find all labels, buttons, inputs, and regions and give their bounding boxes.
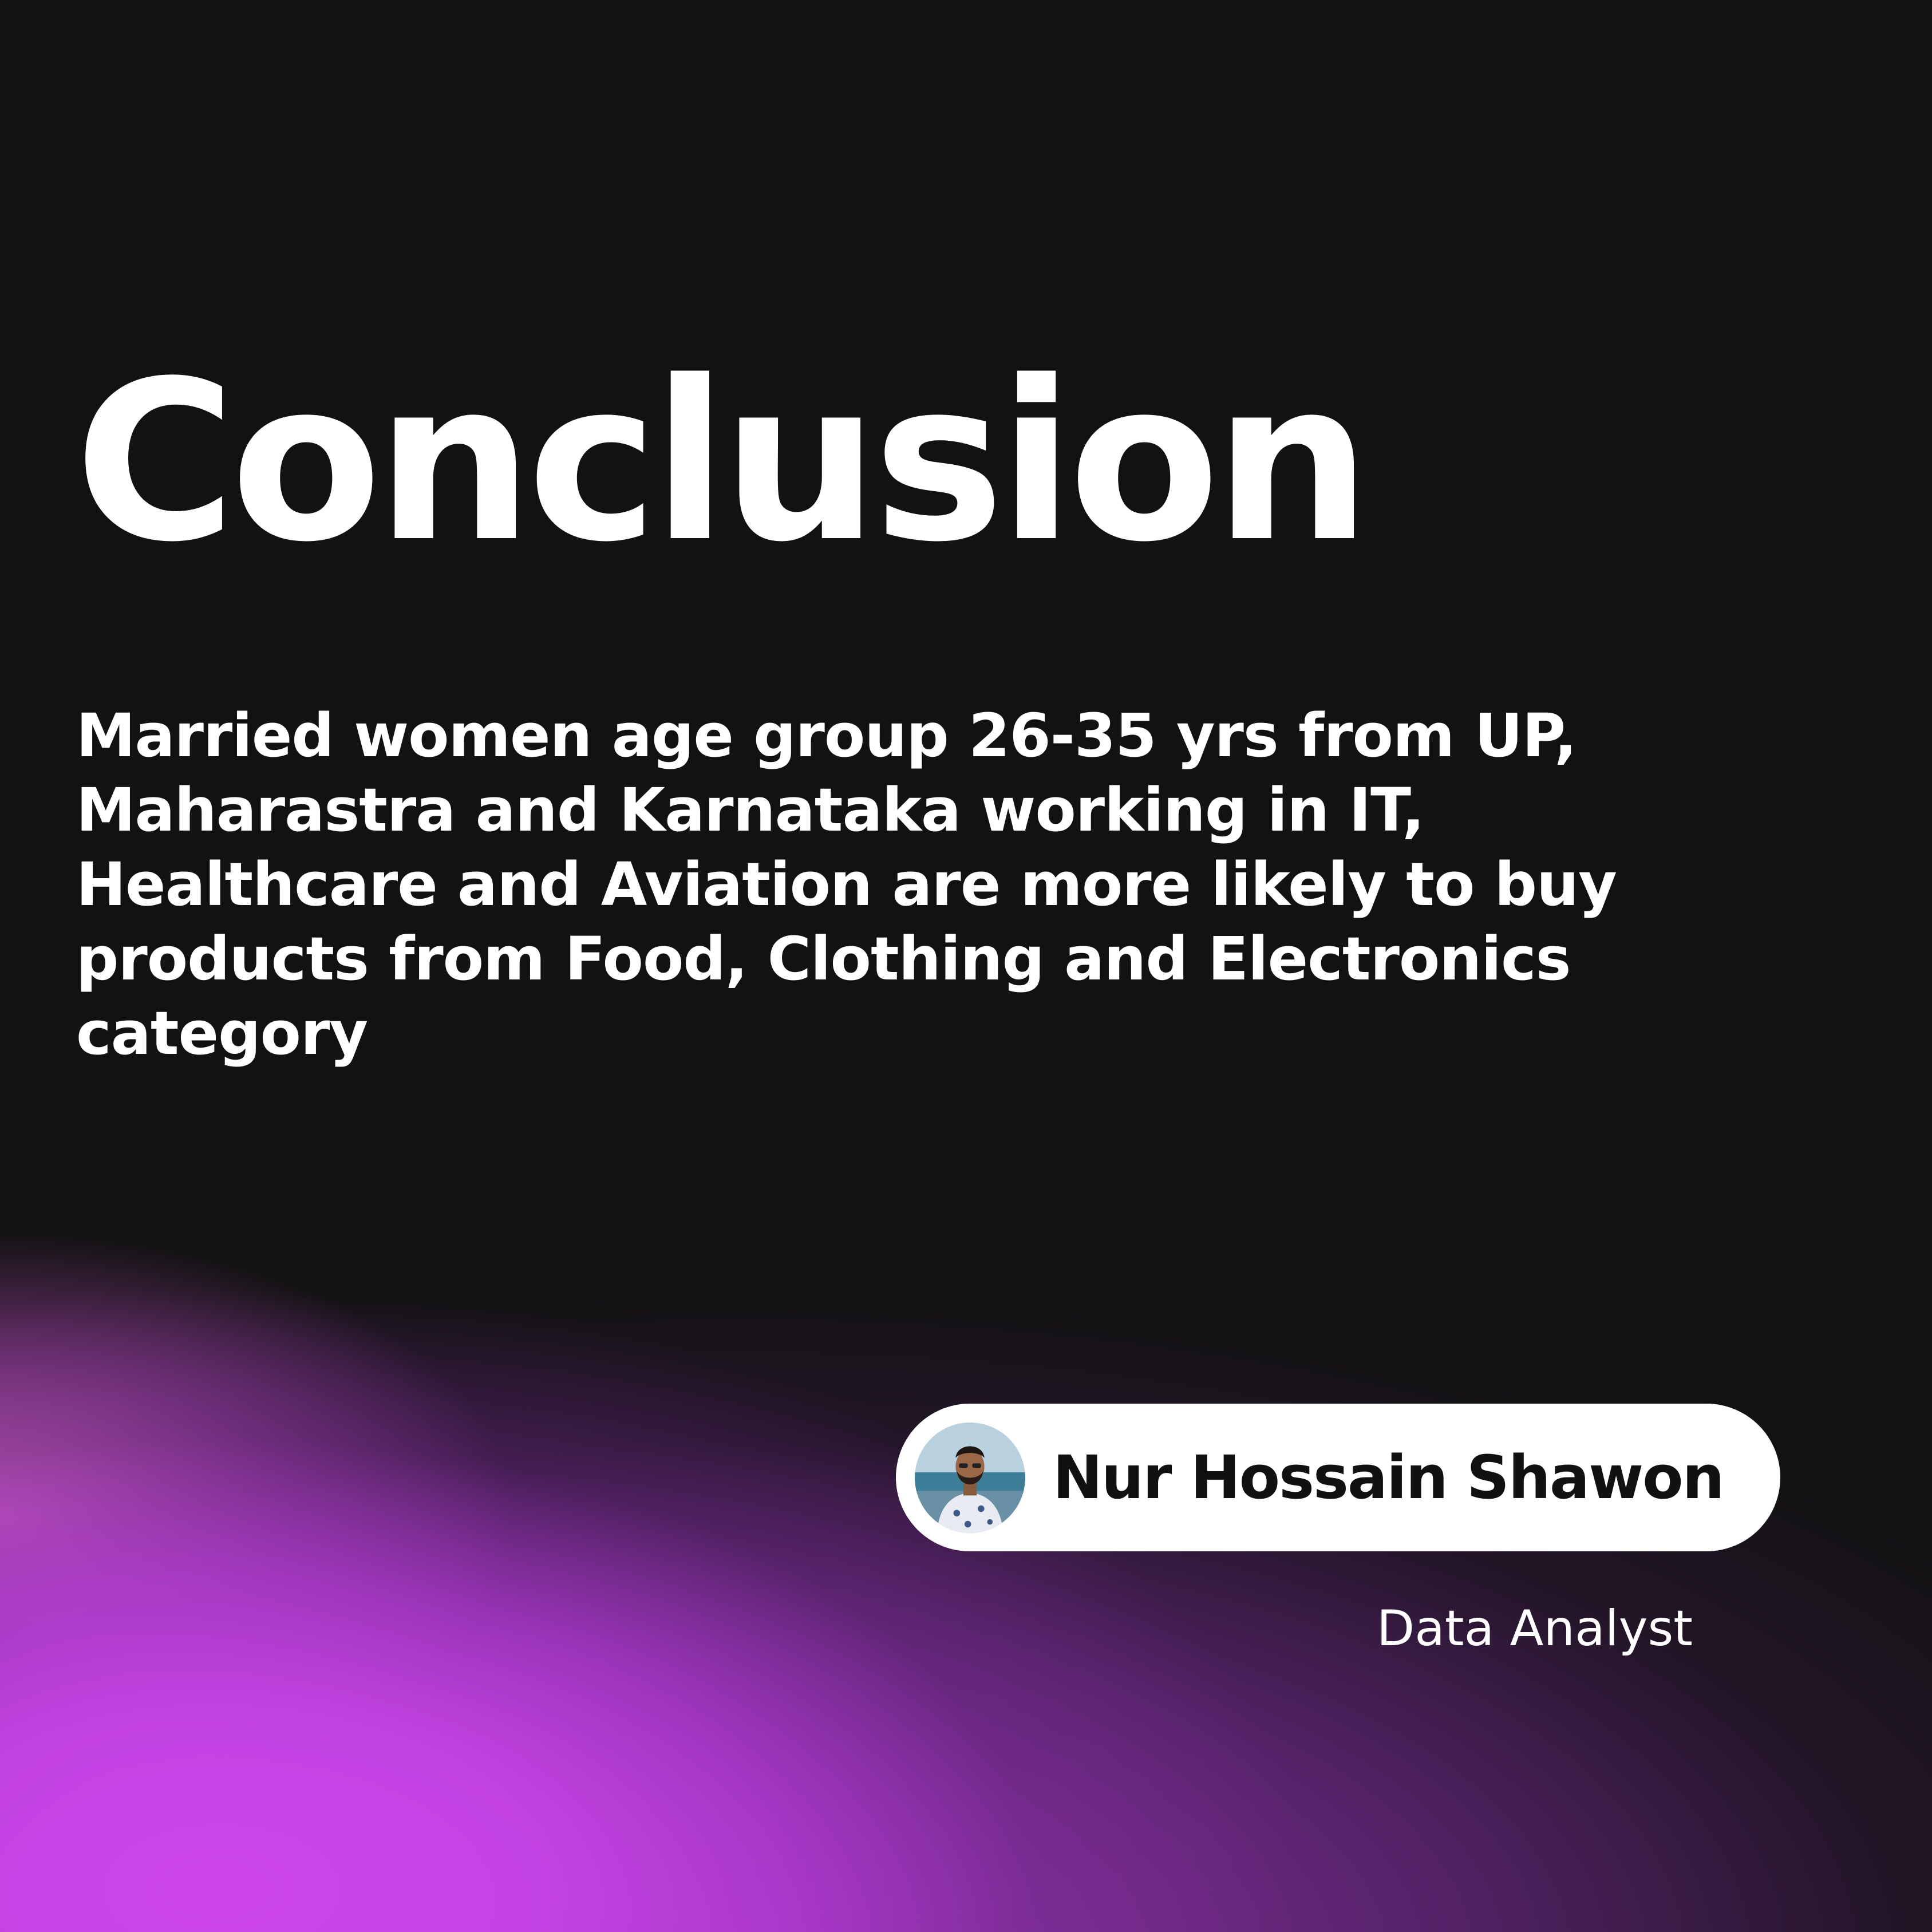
conclusion-text: Married women age group 26-35 yrs from U… [76, 701, 1617, 1068]
author-role: Data Analyst [1377, 1600, 1693, 1657]
page-title: Conclusion [74, 334, 1371, 590]
author-name: Nur Hossain Shawon [1053, 1443, 1725, 1512]
avatar [915, 1422, 1025, 1533]
author-badge: Nur Hossain Shawon [896, 1404, 1780, 1551]
